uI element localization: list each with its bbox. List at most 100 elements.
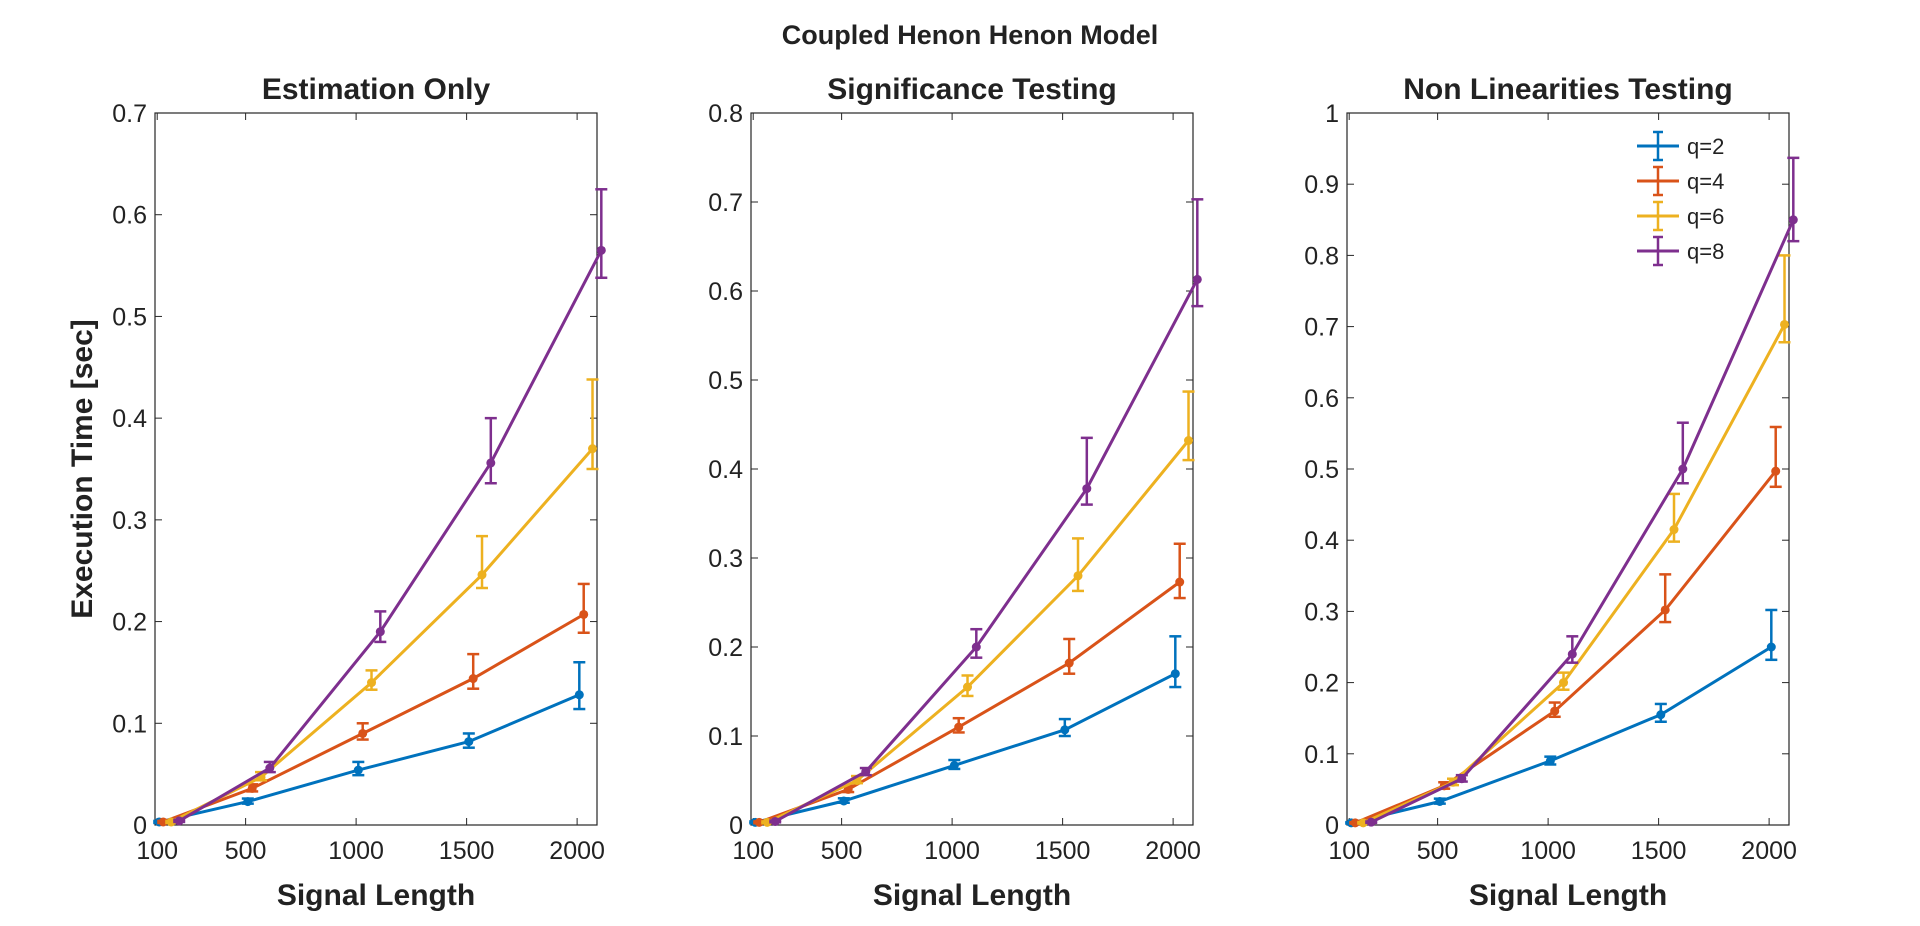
- data-point: [1175, 577, 1185, 587]
- y-tick-label: 0.2: [112, 609, 147, 637]
- chart-title: Significance Testing: [827, 73, 1117, 106]
- data-point: [949, 760, 959, 770]
- data-point: [1788, 215, 1798, 225]
- figure-title: Coupled Henon Henon Model: [782, 20, 1158, 50]
- x-tick-label: 1000: [328, 837, 384, 865]
- data-point: [971, 642, 981, 652]
- x-tick-label: 100: [136, 837, 178, 865]
- x-tick-label: 2000: [1145, 837, 1201, 865]
- data-point: [265, 763, 275, 773]
- y-tick-label: 0.4: [708, 456, 743, 484]
- data-point: [1567, 649, 1577, 659]
- chart-panel-3: 0 0.1 0.2 0.3 0.4 0.5 0.6 0.7 0.8 0.9 1 100 500 1000 1…: [1304, 73, 1800, 912]
- y-tick-label: 0: [729, 812, 743, 840]
- y-tick-label: 0.2: [1304, 670, 1339, 698]
- data-point: [1656, 710, 1666, 720]
- y-tick-label: 1: [1325, 100, 1339, 128]
- data-point: [358, 728, 368, 738]
- y-tick-label: 0.1: [708, 723, 743, 751]
- data-point: [1660, 605, 1670, 615]
- data-point: [1064, 658, 1074, 668]
- series-q=8: [173, 188, 608, 826]
- data-point: [464, 737, 474, 747]
- x-tick-label: 2000: [1741, 837, 1797, 865]
- data-point: [596, 245, 606, 255]
- data-point: [1771, 466, 1781, 476]
- data-point: [243, 797, 253, 807]
- series-q=4: [157, 582, 590, 827]
- legend-label: q=2: [1687, 134, 1724, 159]
- legend-label: q=6: [1687, 204, 1724, 229]
- data-point: [963, 682, 973, 692]
- y-tick-label: 0.7: [708, 189, 743, 217]
- y-tick-label: 0.6: [112, 202, 147, 230]
- data-point: [1366, 817, 1376, 827]
- data-point: [754, 817, 764, 827]
- y-tick-label: 0.1: [112, 710, 147, 738]
- y-tick-label: 0: [133, 812, 147, 840]
- y-tick-label: 0.6: [1304, 385, 1339, 413]
- y-tick-label: 0.1: [1304, 741, 1339, 769]
- y-tick-label: 0.2: [708, 634, 743, 662]
- data-point: [1170, 669, 1180, 679]
- legend: q=2 q=4 q=6 q=8: [1637, 130, 1724, 267]
- x-axis-label: Signal Length: [1469, 879, 1667, 912]
- y-tick-label: 0.4: [1304, 527, 1339, 555]
- data-point: [1766, 642, 1776, 652]
- chart-panel-1: 0 0.1 0.2 0.3 0.4 0.5 0.6 0.7 100 500 1000 1500 2000…: [66, 73, 608, 912]
- data-point: [247, 783, 257, 793]
- x-tick-label: 1500: [1631, 837, 1687, 865]
- y-tick-label: 0.3: [112, 507, 147, 535]
- x-tick-label: 100: [732, 837, 774, 865]
- data-point: [1192, 274, 1202, 284]
- data-point: [1457, 774, 1467, 784]
- x-axis-label: Signal Length: [873, 879, 1071, 912]
- y-tick-label: 0.5: [112, 303, 147, 331]
- chart-title: Non Linearities Testing: [1403, 73, 1733, 106]
- axes-box: [154, 112, 598, 826]
- y-tick-label: 0.9: [1304, 171, 1339, 199]
- data-point: [1678, 464, 1688, 474]
- data-point: [1669, 525, 1679, 535]
- data-point: [468, 674, 478, 684]
- series-q=2: [1345, 608, 1778, 828]
- legend-label: q=8: [1687, 239, 1724, 264]
- data-point: [1184, 436, 1194, 446]
- data-point: [588, 444, 598, 454]
- data-point: [1780, 319, 1790, 329]
- data-point: [954, 722, 964, 732]
- legend-label: q=4: [1687, 169, 1724, 194]
- data-point: [839, 796, 849, 806]
- data-point: [1545, 756, 1555, 766]
- x-tick-label: 2000: [549, 837, 605, 865]
- y-axis-label: Execution Time [sec]: [66, 319, 99, 619]
- data-point: [574, 690, 584, 700]
- axes-box: [1346, 112, 1790, 826]
- series-q=2: [153, 661, 586, 827]
- data-point: [1550, 706, 1560, 716]
- x-tick-label: 1000: [1520, 837, 1576, 865]
- data-point: [353, 765, 363, 775]
- data-point: [770, 816, 780, 826]
- data-point: [486, 458, 496, 468]
- x-tick-label: 500: [225, 837, 267, 865]
- series-q=8: [769, 198, 1204, 826]
- y-tick-label: 0.3: [708, 545, 743, 573]
- x-tick-label: 500: [821, 837, 863, 865]
- x-tick-label: 100: [1328, 837, 1370, 865]
- y-tick-label: 0.5: [1304, 456, 1339, 484]
- x-tick-label: 1500: [1035, 837, 1091, 865]
- y-tick-label: 0.6: [708, 278, 743, 306]
- data-point: [1435, 797, 1445, 807]
- data-point: [1350, 818, 1360, 828]
- data-point: [579, 609, 589, 619]
- y-tick-label: 0.8: [708, 100, 743, 128]
- y-tick-label: 0.5: [708, 367, 743, 395]
- y-tick-label: 0.8: [1304, 242, 1339, 270]
- y-tick-label: 0.4: [112, 405, 147, 433]
- data-point: [1073, 571, 1083, 581]
- y-tick-label: 0.7: [112, 100, 147, 128]
- data-point: [477, 570, 487, 580]
- data-point: [174, 816, 184, 826]
